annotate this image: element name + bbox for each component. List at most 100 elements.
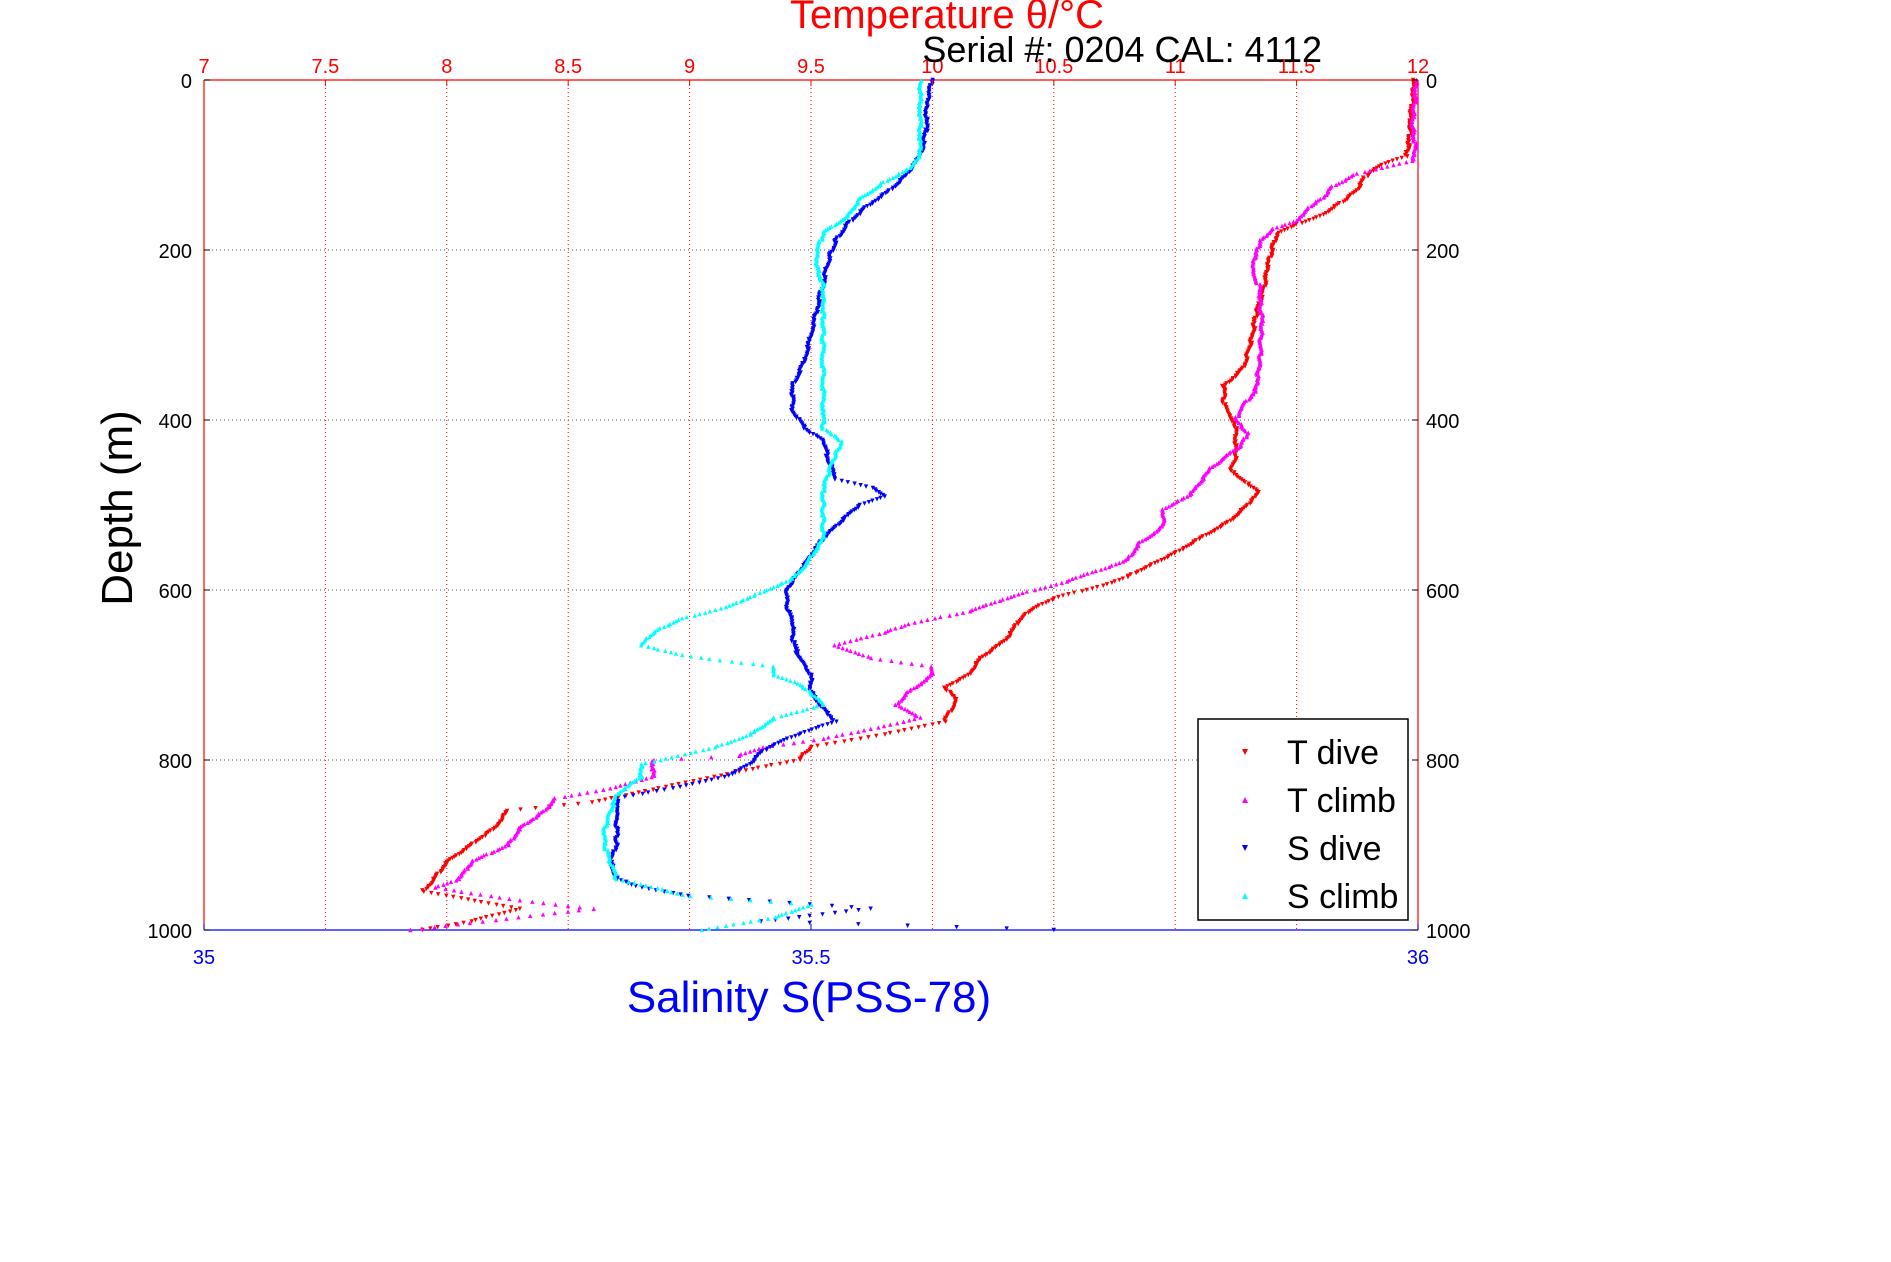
data-point <box>792 907 798 913</box>
data-point <box>1081 572 1086 578</box>
data-point <box>983 602 989 607</box>
data-point <box>813 698 819 704</box>
data-point <box>745 596 750 601</box>
data-point <box>533 815 539 820</box>
data-point <box>938 614 943 620</box>
data-point <box>1228 468 1234 474</box>
data-point <box>1169 552 1174 557</box>
data-point <box>789 638 794 644</box>
data-point <box>807 920 812 926</box>
data-point <box>1189 542 1194 547</box>
data-point <box>896 729 901 734</box>
data-point <box>468 890 474 896</box>
data-point <box>1093 568 1098 574</box>
data-point <box>1152 560 1158 566</box>
data-point <box>748 919 753 924</box>
data-point <box>1060 593 1066 598</box>
data-point <box>1251 324 1256 330</box>
data-point <box>408 927 413 933</box>
data-point <box>516 915 521 920</box>
data-point <box>757 725 763 731</box>
data-point <box>1405 154 1410 159</box>
data-point <box>1020 590 1025 596</box>
data-point <box>1356 186 1362 192</box>
data-point <box>1237 475 1242 481</box>
data-point <box>887 730 893 736</box>
data-point <box>678 892 683 897</box>
data-point <box>1147 534 1152 539</box>
data-point <box>480 919 485 924</box>
data-point <box>1220 400 1225 406</box>
data-point <box>593 788 599 794</box>
data-point <box>1339 179 1345 185</box>
data-point <box>1169 502 1174 508</box>
data-point <box>1162 556 1167 562</box>
data-point <box>461 920 466 926</box>
data-point <box>1165 555 1170 560</box>
data-point <box>1016 592 1021 597</box>
data-point <box>478 854 484 859</box>
data-point <box>895 720 900 726</box>
data-point <box>729 659 735 664</box>
data-point <box>1226 451 1232 456</box>
data-point <box>1301 212 1306 217</box>
data-point <box>837 234 843 239</box>
data-point <box>1059 580 1064 586</box>
data-point <box>836 522 842 527</box>
data-point <box>807 913 812 919</box>
data-point <box>800 422 805 427</box>
data-point <box>1367 168 1373 173</box>
data-point <box>1125 575 1131 580</box>
chart-title: Temperature θ/°C <box>790 0 1104 37</box>
data-point <box>541 900 546 906</box>
data-point <box>631 793 636 798</box>
data-point <box>663 756 668 761</box>
data-point <box>852 215 858 221</box>
data-point <box>454 878 459 883</box>
data-point <box>1223 521 1228 526</box>
data-point <box>713 607 718 613</box>
data-point <box>798 370 803 375</box>
data-point <box>907 688 912 693</box>
data-point <box>730 771 735 777</box>
data-point <box>1017 618 1023 624</box>
data-point <box>765 916 771 921</box>
data-point <box>1289 225 1294 230</box>
data-point <box>456 876 462 882</box>
data-point <box>472 898 477 904</box>
data-point <box>762 589 767 594</box>
data-point <box>503 811 508 816</box>
data-point <box>679 756 684 761</box>
data-point <box>747 749 753 754</box>
data-point <box>1004 637 1009 642</box>
data-point <box>819 426 825 431</box>
data-point <box>677 784 683 790</box>
data-point <box>1405 148 1411 154</box>
data-point <box>960 675 966 681</box>
data-point <box>507 896 512 902</box>
data-point <box>649 766 654 772</box>
data-point <box>1230 448 1236 454</box>
data-point <box>1343 198 1348 203</box>
data-point <box>1236 420 1242 426</box>
data-point <box>613 784 618 790</box>
data-point <box>533 805 538 811</box>
data-point <box>642 788 648 794</box>
data-point <box>513 907 519 913</box>
data-point <box>699 927 704 933</box>
legend-items: T dive T climb S dive S climb <box>1242 734 1398 916</box>
legend-label: T dive <box>1287 734 1379 772</box>
data-point <box>1315 198 1321 203</box>
data-point <box>1005 595 1010 601</box>
data-point <box>820 702 826 707</box>
data-point <box>813 726 819 731</box>
data-point <box>623 786 628 791</box>
data-point <box>819 386 824 391</box>
data-point <box>905 923 910 928</box>
data-point <box>845 480 851 485</box>
data-point <box>478 916 484 921</box>
data-point <box>788 583 793 589</box>
data-point <box>1125 556 1130 562</box>
salinity-tick-label: 35.5 <box>792 947 831 969</box>
data-point <box>527 913 533 919</box>
